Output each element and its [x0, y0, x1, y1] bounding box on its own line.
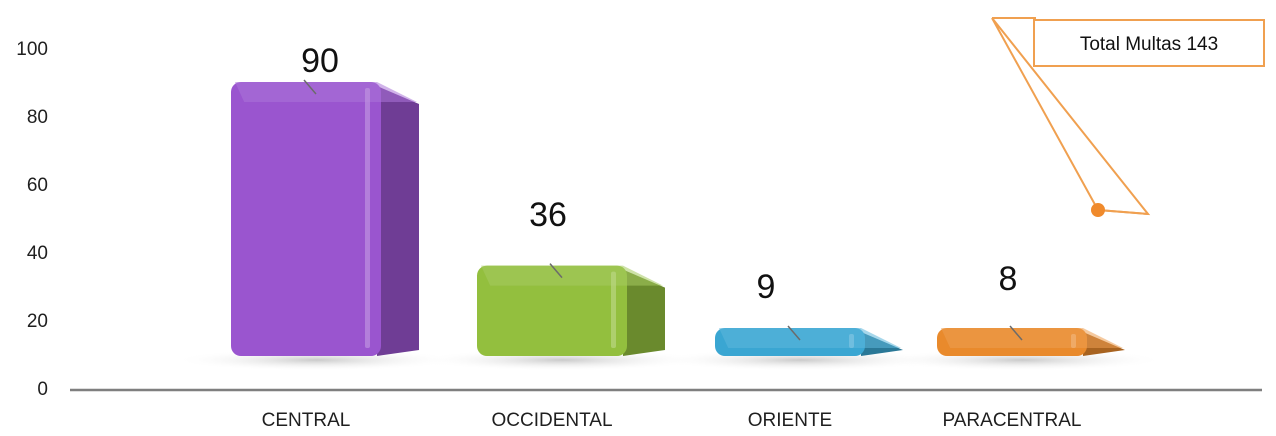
data-label-leader: [1009, 325, 1023, 341]
bar-highlight: [849, 334, 854, 348]
bar: [231, 82, 381, 356]
x-tick-label: CENTRAL: [262, 410, 351, 431]
bar-top: [941, 328, 1123, 348]
callout-anchor-dot: [1091, 203, 1105, 217]
data-label: 8: [999, 260, 1018, 298]
bar-highlight: [365, 88, 370, 348]
bar-highlight: [611, 271, 616, 348]
y-tick-label: 60: [27, 175, 48, 196]
x-tick-label: OCCIDENTAL: [491, 410, 612, 431]
y-tick-label: 20: [27, 311, 48, 332]
bar-top: [719, 328, 901, 348]
y-tick-label: 0: [37, 379, 48, 400]
data-label: 90: [301, 42, 339, 80]
callout-pointer-tail: [1097, 209, 1149, 215]
y-tick-label: 100: [16, 39, 48, 60]
y-tick-label: 40: [27, 243, 48, 264]
bar: [477, 265, 627, 356]
data-label-leader: [787, 325, 801, 341]
callout-text: Total Multas 143: [1080, 34, 1218, 55]
data-label-leader: [303, 79, 317, 95]
x-tick-label: PARACENTRAL: [942, 410, 1081, 431]
y-tick-label: 80: [27, 107, 48, 128]
bar-top: [235, 82, 417, 102]
bar-top: [481, 265, 663, 286]
data-label: 36: [529, 196, 567, 234]
callout-box: [1033, 19, 1265, 67]
bar-highlight: [1071, 334, 1076, 348]
data-label: 9: [757, 268, 776, 306]
x-tick-label: ORIENTE: [748, 410, 832, 431]
bar-side: [377, 86, 419, 356]
data-label-leader: [549, 263, 563, 279]
bar-side: [623, 269, 665, 356]
